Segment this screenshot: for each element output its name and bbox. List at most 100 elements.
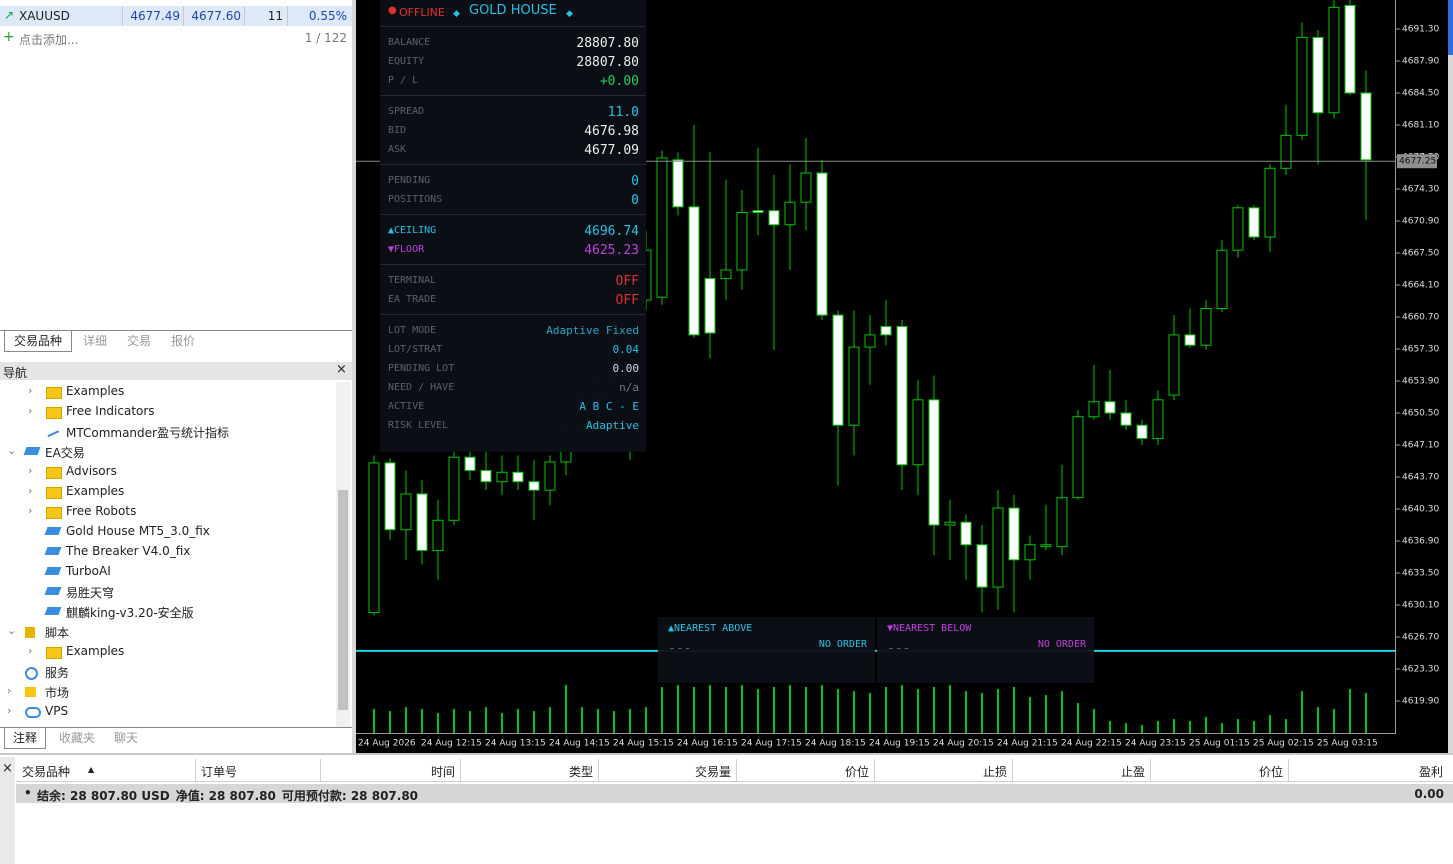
tree-icon — [46, 467, 62, 479]
candle-body — [672, 159, 684, 208]
tree-expander[interactable]: › — [7, 704, 12, 717]
column-header[interactable]: 盈利 — [1418, 765, 1443, 779]
candle-body — [768, 210, 780, 226]
column-header[interactable]: 止盈 — [1120, 765, 1145, 779]
tab[interactable]: 详细 — [82, 334, 107, 348]
status-dot: ● — [388, 5, 397, 16]
volume-bar — [789, 685, 791, 733]
tree-item[interactable]: Advisors — [66, 464, 117, 478]
metric-value: n/a — [619, 381, 639, 394]
y-tick-label: 4636.90 — [1402, 536, 1439, 546]
y-tick-label: 4640.30 — [1402, 504, 1439, 514]
volume-bar — [1189, 721, 1191, 733]
metric-label: ACTIVE — [388, 401, 425, 412]
tree-expander[interactable]: ⌄ — [7, 444, 17, 457]
column-separator — [244, 6, 245, 26]
metric-value: 0 — [631, 174, 639, 189]
metric-label: BALANCE — [388, 37, 431, 48]
tab[interactable]: 收藏夹 — [58, 731, 95, 745]
profit: 0.00 — [1414, 787, 1444, 801]
tree-expander[interactable]: › — [7, 684, 12, 697]
group-separator — [380, 164, 646, 165]
tree-icon — [46, 507, 62, 519]
tree-expander[interactable]: › — [28, 504, 33, 517]
candle-body — [1248, 207, 1260, 238]
candle-body — [400, 493, 412, 531]
column-header[interactable]: 交易品种 — [22, 765, 71, 779]
tab[interactable]: 报价 — [170, 334, 195, 348]
tree-item[interactable]: Free Indicators — [66, 404, 155, 418]
volume-bar — [1365, 693, 1367, 733]
column-header[interactable]: 价位 — [1258, 765, 1283, 779]
close-button[interactable]: × — [336, 362, 347, 377]
x-tick-label: 24 Aug 22:15 — [1061, 739, 1122, 749]
candle-body — [864, 334, 876, 348]
metric-label: SPREAD — [388, 106, 425, 117]
x-tick-label: 24 Aug 14:15 — [549, 739, 610, 749]
tree-item[interactable]: EA交易 — [45, 446, 85, 460]
column-header[interactable]: 交易量 — [694, 765, 731, 779]
tab[interactable]: 注释 — [4, 728, 46, 749]
scroll-thumb[interactable] — [338, 490, 348, 710]
tree-item[interactable]: 市场 — [45, 686, 70, 700]
column-header[interactable]: 时间 — [430, 765, 455, 779]
candle-body — [544, 461, 556, 491]
add-symbol[interactable]: 点击添加... — [19, 33, 79, 47]
tree-item[interactable]: 脚本 — [45, 626, 70, 640]
symbol[interactable]: XAUUSD — [19, 9, 70, 23]
tab[interactable]: 聊天 — [113, 731, 138, 745]
volume-bar — [1093, 709, 1095, 733]
metric-value: 11.0 — [607, 105, 639, 120]
candle-body — [896, 325, 908, 466]
candle-body — [1296, 36, 1308, 136]
volume-bar — [773, 687, 775, 733]
tree-item[interactable]: MTCommander盈亏统计指标 — [66, 426, 229, 440]
tree-item[interactable]: VPS — [45, 704, 69, 718]
tree-expander[interactable]: › — [28, 404, 33, 417]
column-header[interactable]: 价位 — [844, 765, 869, 779]
column-header[interactable]: 止损 — [982, 765, 1007, 779]
column-header[interactable]: 类型 — [568, 765, 593, 779]
tab[interactable]: 交易 — [126, 334, 151, 348]
volume-bar — [1301, 691, 1303, 733]
tree-expander[interactable]: ⌄ — [7, 624, 17, 637]
quote-ask: 4677.60 — [191, 9, 241, 23]
volume-bar — [373, 709, 375, 733]
tree-item[interactable]: Examples — [66, 484, 125, 498]
candle-body — [944, 521, 956, 526]
tree-expander[interactable]: › — [28, 384, 33, 397]
candle-body — [416, 493, 428, 551]
column-separator — [320, 759, 321, 781]
tree-item[interactable]: Gold House MT5_3.0_fix — [66, 524, 210, 538]
tree-item[interactable]: Examples — [66, 384, 125, 398]
tree-item[interactable]: The Breaker V4.0_fix — [66, 544, 191, 558]
tree-item[interactable]: Free Robots — [66, 504, 137, 518]
summary-item: 净值: 28 807.80 — [175, 789, 276, 803]
y-tick-label: 4681.10 — [1402, 120, 1439, 130]
x-tick-label: 24 Aug 15:15 — [613, 739, 674, 749]
column-separator — [736, 759, 737, 781]
x-tick-label: 24 Aug 2026 — [358, 739, 416, 749]
tree-expander[interactable]: › — [28, 464, 33, 477]
tree-item[interactable]: 麒麟king-v3.20-安全版 — [66, 606, 194, 620]
tree-expander[interactable]: › — [28, 644, 33, 657]
candle-body — [688, 206, 700, 336]
tree-item[interactable]: 易胜天穹 — [66, 586, 115, 600]
volume-bar — [741, 685, 743, 733]
tab[interactable]: 交易品种 — [4, 331, 72, 352]
tree-icon — [44, 607, 62, 615]
volume-bar — [997, 689, 999, 733]
navigator-header — [0, 362, 352, 380]
metric-value: 4696.74 — [584, 224, 639, 239]
column-header[interactable]: 订单号 — [201, 765, 238, 779]
tree-item[interactable]: Examples — [66, 644, 125, 658]
x-tick-label: 24 Aug 20:15 — [933, 739, 994, 749]
volume-bar — [1029, 697, 1031, 733]
tree-item[interactable]: TurboAI — [66, 564, 111, 578]
tree-expander[interactable]: › — [28, 484, 33, 497]
metric-label: EQUITY — [388, 56, 425, 67]
column-separator — [122, 6, 123, 26]
tree-item[interactable]: 服务 — [45, 666, 70, 680]
toolbox-close[interactable]: × — [2, 761, 13, 776]
